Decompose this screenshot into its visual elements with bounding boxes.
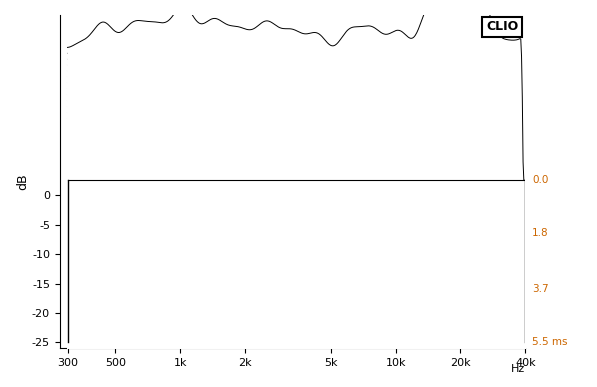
Y-axis label: dB: dB: [16, 174, 29, 190]
Text: Hz: Hz: [511, 364, 525, 373]
Text: CLIO: CLIO: [486, 21, 518, 33]
Text: 3.7: 3.7: [533, 284, 549, 295]
Text: 5.5 ms: 5.5 ms: [533, 337, 568, 348]
Text: 0.0: 0.0: [533, 175, 549, 185]
Text: 1.8: 1.8: [533, 228, 549, 238]
